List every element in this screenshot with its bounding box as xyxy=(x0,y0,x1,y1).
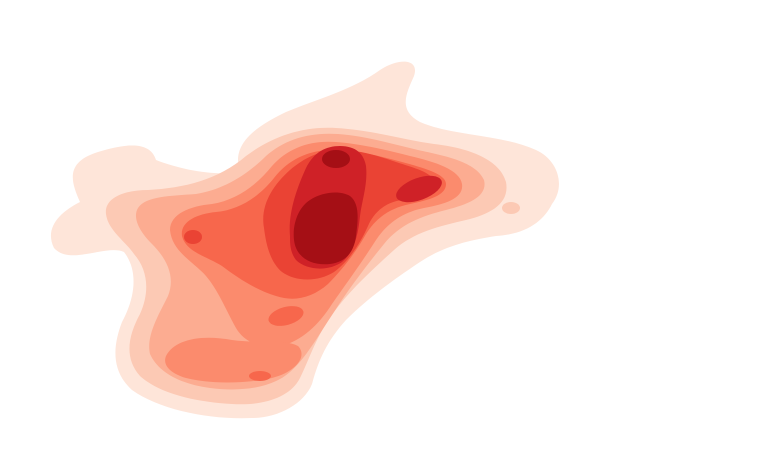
contour-level-2-region-2 xyxy=(502,202,520,214)
contour-level-6-region-2 xyxy=(184,230,202,244)
contour-level-8-region-1 xyxy=(293,192,358,265)
contour-level-7-region-2 xyxy=(396,175,442,203)
contour-layer xyxy=(50,61,559,419)
contour-level-5-region-3 xyxy=(249,371,271,381)
contour-level-4-region-2 xyxy=(165,337,302,383)
contour-level-8-region-2 xyxy=(322,150,350,168)
contour-level-5-region-2 xyxy=(268,306,304,326)
